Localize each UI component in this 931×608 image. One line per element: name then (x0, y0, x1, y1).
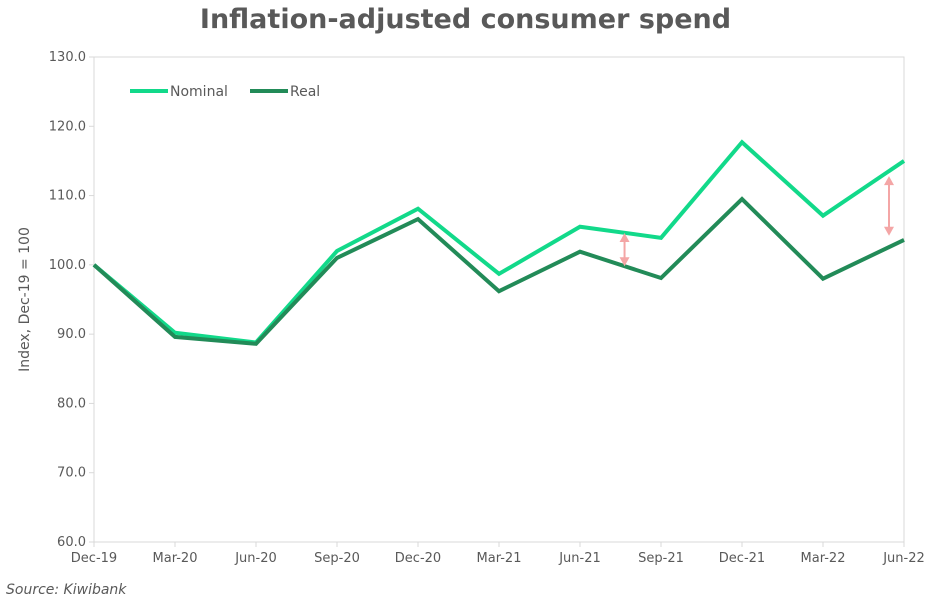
x-tick-label: Mar-21 (477, 551, 522, 566)
y-tick-label: 130.0 (49, 50, 86, 65)
y-tick-label: 120.0 (49, 119, 86, 134)
y-tick-label: 110.0 (49, 189, 86, 204)
legend-label-real: Real (290, 84, 320, 100)
chart-title: Inflation-adjusted consumer spend (199, 4, 732, 35)
plot-area (93, 56, 905, 543)
annotation-arrow-head-up (619, 232, 630, 242)
y-tick-label: 70.0 (57, 466, 86, 481)
series-line-nominal (92, 139, 906, 345)
x-tick-label: Dec-20 (395, 551, 441, 566)
x-tick-label: Mar-22 (801, 551, 846, 566)
x-tick-label: Jun-22 (882, 551, 925, 566)
annotation-arrow-head-up (884, 176, 894, 186)
source-note: Source: Kiwibank (6, 582, 127, 598)
x-tick-label: Mar-20 (153, 551, 198, 566)
annotation-arrow-head-down (884, 226, 894, 236)
y-tick-label: 80.0 (57, 396, 86, 411)
y-tick-label: 100.0 (49, 258, 86, 273)
x-tick-label: Jun-21 (558, 551, 601, 566)
annotation-arrow-head-down (619, 257, 630, 267)
x-tick-label: Dec-21 (719, 551, 765, 566)
x-tick-label: Jun-20 (234, 551, 277, 566)
y-tick-label: 60.0 (57, 535, 86, 550)
x-tick-label: Dec-19 (71, 551, 117, 566)
legend-label-nominal: Nominal (170, 84, 228, 100)
y-tick-label: 90.0 (57, 327, 86, 342)
y-axis-label: Index, Dec-19 = 100 (17, 227, 33, 372)
x-tick-label: Sep-21 (638, 551, 684, 566)
x-tick-label: Sep-20 (314, 551, 360, 566)
